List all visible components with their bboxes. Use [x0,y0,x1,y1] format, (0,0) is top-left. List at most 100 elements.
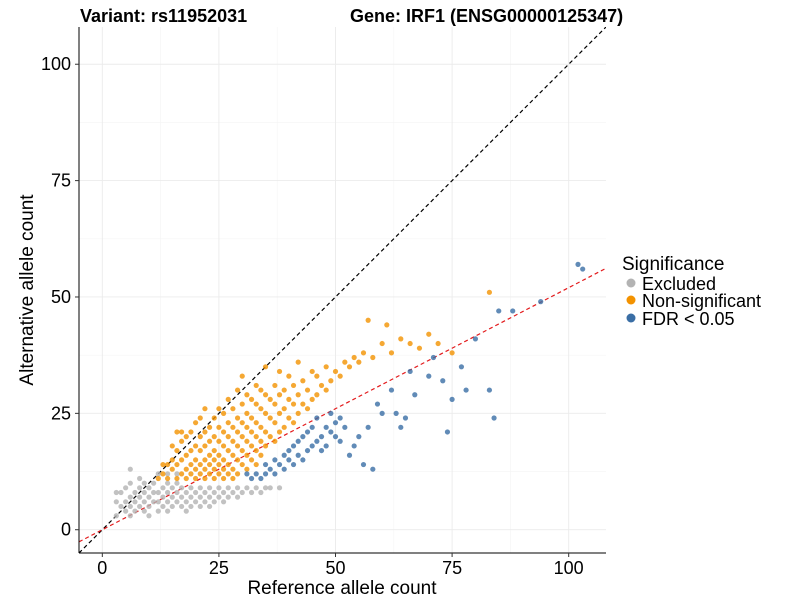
point-non-significant [169,443,175,449]
point-non-significant [370,354,376,361]
point-non-significant [267,396,273,402]
point-excluded [234,494,241,500]
point-non-significant [220,466,227,472]
point-excluded [123,508,129,514]
point-excluded [160,494,166,500]
point-excluded [179,485,185,491]
point-fdr-0-05 [374,401,381,407]
point-fdr-0-05 [314,438,320,444]
point-non-significant [174,461,180,468]
point-fdr-0-05 [444,429,451,435]
point-fdr-0-05 [290,443,297,449]
legend-swatch-fdr [626,313,636,323]
point-excluded [174,489,180,496]
point-non-significant [160,461,166,468]
point-non-significant [179,457,185,463]
point-excluded [155,489,161,496]
point-excluded [239,489,245,496]
point-non-significant [234,443,241,449]
point-excluded [151,480,157,486]
point-fdr-0-05 [318,447,325,454]
point-non-significant [211,466,217,472]
point-fdr-0-05 [290,461,297,468]
y-tick-label: 25 [51,403,71,423]
point-excluded [146,485,152,491]
point-excluded [113,499,119,505]
point-excluded [141,480,147,486]
point-non-significant [253,434,259,440]
point-fdr-0-05 [272,471,278,477]
point-fdr-0-05 [262,461,269,468]
x-tick-label: 75 [442,558,462,578]
legend-title: Significance [622,254,724,275]
point-non-significant [253,447,259,454]
point-non-significant [234,387,241,393]
point-non-significant [398,336,404,342]
point-excluded [141,508,147,514]
point-non-significant [179,429,185,435]
point-non-significant [244,466,250,472]
point-fdr-0-05 [314,415,320,421]
point-fdr-0-05 [281,466,287,472]
point-fdr-0-05 [272,457,278,463]
point-fdr-0-05 [281,452,287,458]
point-excluded [225,485,231,491]
point-excluded [234,485,241,491]
point-non-significant [384,322,390,328]
point-excluded [155,471,161,477]
point-non-significant [220,443,227,449]
point-non-significant [407,340,413,347]
point-non-significant [225,447,231,454]
point-excluded [253,485,259,491]
point-non-significant [220,457,227,463]
point-excluded [230,489,236,496]
point-non-significant [332,368,339,375]
point-non-significant [323,387,329,393]
legend-entry-non-significant: Non-significant [626,291,761,311]
point-non-significant [202,466,208,472]
point-fdr-0-05 [486,387,493,393]
point-non-significant [248,457,255,463]
point-non-significant [351,354,357,361]
point-non-significant [295,410,301,416]
y-tick-label: 100 [41,54,71,74]
point-non-significant [449,350,455,356]
point-excluded [262,485,269,491]
point-fdr-0-05 [496,308,502,314]
point-fdr-0-05 [309,443,315,449]
point-non-significant [206,461,213,468]
point-fdr-0-05 [295,452,301,458]
point-excluded [127,503,133,510]
legend-swatch-non-significant [626,295,636,305]
point-non-significant [192,475,199,482]
point-non-significant [281,424,287,430]
point-non-significant [211,457,217,463]
point-non-significant [202,457,208,463]
point-excluded [127,480,133,486]
point-fdr-0-05 [323,424,329,430]
point-non-significant [211,434,217,440]
point-non-significant [379,340,385,347]
point-fdr-0-05 [449,396,455,402]
point-non-significant [388,350,395,356]
point-non-significant [248,415,255,421]
point-non-significant [211,475,217,482]
point-non-significant [197,447,203,454]
point-fdr-0-05 [365,424,371,430]
point-non-significant [220,475,227,482]
point-non-significant [183,466,189,472]
point-fdr-0-05 [398,424,404,430]
point-non-significant [323,364,329,370]
point-non-significant [328,378,334,384]
point-fdr-0-05 [430,354,437,361]
point-excluded [174,499,180,505]
point-non-significant [169,457,175,463]
plot-grid [79,27,606,553]
point-non-significant [197,415,203,421]
point-excluded [169,485,175,491]
point-excluded [179,503,185,510]
point-non-significant [197,434,203,440]
reference-line-identity [79,27,606,553]
point-non-significant [197,471,203,477]
reference-line-fit [79,267,606,543]
